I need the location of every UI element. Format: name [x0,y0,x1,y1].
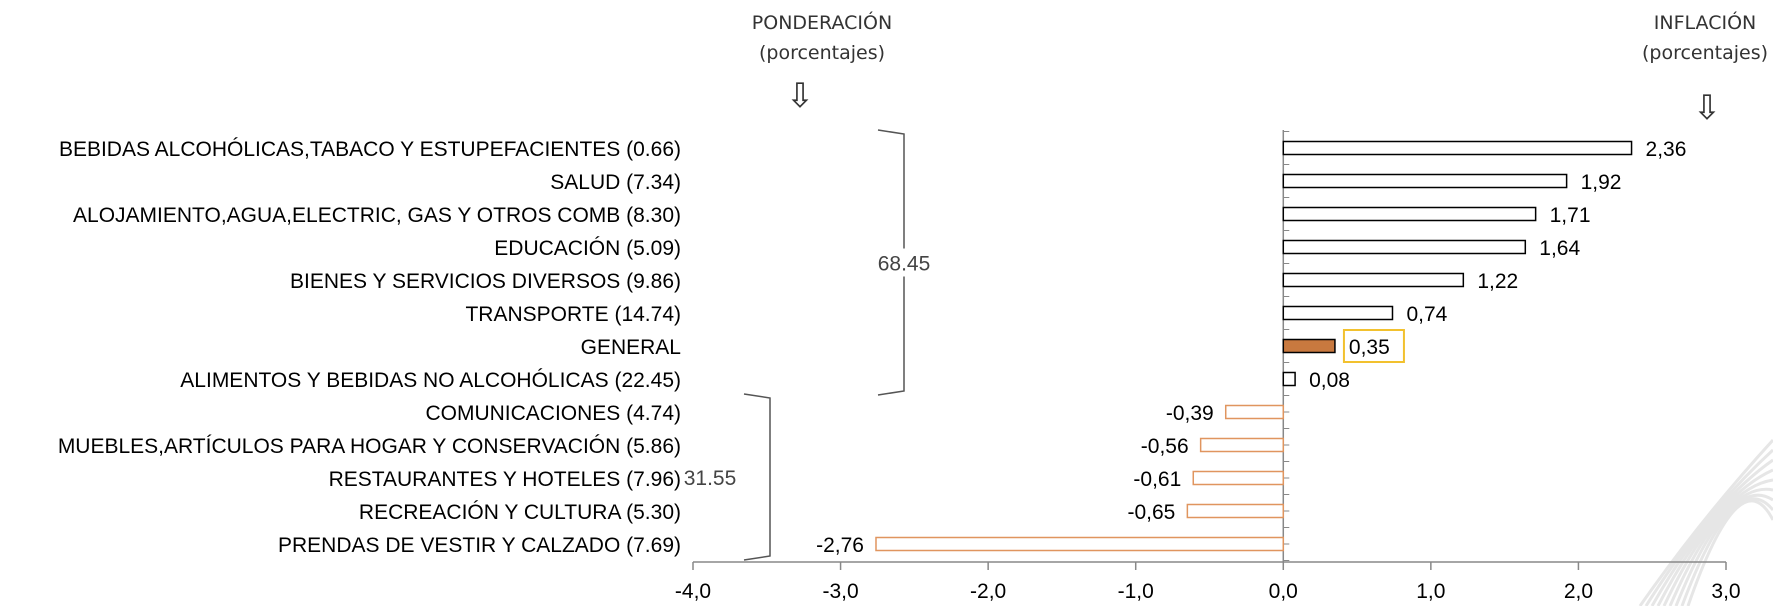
group-bracket [743,393,771,561]
category-label: RESTAURANTES Y HOTELES (7.96) [329,468,681,491]
group-weight-total: 31.55 [684,467,737,490]
weight-header-title: PONDERACIÓN [752,10,892,34]
x-axis: -4,0 -3,0 -2,0 -1,0 0,0 1,0 2,0 3,0 [675,130,1741,603]
weight-group-brackets: 68.45 31.55 [684,129,934,561]
group-label-backdrop [874,248,934,277]
watermark-stroke [1662,478,1773,606]
bar [1282,305,1394,321]
bar [1282,272,1465,288]
x-tick-label: 1,0 [1416,580,1445,603]
bar [1224,404,1285,420]
category-labels: BEBIDAS ALCOHÓLICAS,TABACO Y ESTUPEFACIE… [58,138,681,557]
x-tick-label: 3,0 [1711,580,1740,603]
bar [1282,140,1633,156]
category-label: COMUNICACIONES (4.74) [425,402,681,425]
bar [1282,173,1568,189]
weight-header-subtitle: (porcentajes) [759,42,885,64]
value-label: -2,76 [816,534,864,557]
x-tick-label: -2,0 [970,580,1006,603]
value-label: 2,36 [1646,138,1687,161]
x-tick-label: 2,0 [1564,580,1593,603]
watermark-stroke [1656,468,1773,606]
watermark-stroke [1650,458,1773,606]
bar [875,536,1285,552]
category-label: SALUD (7.34) [550,171,681,194]
category-label: MUEBLES,ARTÍCULOS PARA HOGAR Y CONSERVAC… [58,435,681,458]
column-headers: PONDERACIÓN (porcentajes) INFLACIÓN (por… [752,10,1768,128]
decorative-watermark [1638,438,1773,606]
watermark-stroke [1638,438,1773,606]
x-tick-label: 0,0 [1269,580,1298,603]
inflation-down-arrow-icon: ⇩ [1693,88,1722,128]
category-label: BIENES Y SERVICIOS DIVERSOS (9.86) [290,270,681,293]
x-tick-label: -3,0 [822,580,858,603]
x-tick-label: -1,0 [1118,580,1154,603]
watermark-stroke [1668,487,1773,606]
watermark-stroke [1644,448,1773,606]
value-label: 0,35 [1349,336,1390,359]
bar [1199,437,1285,453]
value-label: 1,22 [1477,270,1518,293]
bar [1282,239,1527,255]
bar [1192,470,1285,486]
weight-down-arrow-icon: ⇩ [786,76,815,116]
inflation-header-title: INFLACIÓN [1654,10,1756,34]
bar-highlight [1282,338,1336,354]
highlight-value-box [1342,329,1405,363]
value-label: 1,64 [1539,237,1580,260]
category-label: PRENDAS DE VESTIR Y CALZADO (7.69) [278,534,681,557]
value-label: -0,65 [1127,501,1175,524]
bars [875,140,1633,552]
value-labels: 2,36 1,92 1,71 1,64 1,22 0,74 0,35 0,08 -0,39 -0,… [816,138,1686,557]
value-label: -0,39 [1166,402,1214,425]
category-label: GENERAL [581,336,681,359]
value-label: 1,92 [1581,171,1622,194]
watermark-stroke [1680,497,1773,606]
watermark-stroke [1674,493,1773,606]
watermark-stroke [1686,499,1773,606]
bar [1186,503,1285,519]
bar [1282,206,1537,222]
category-label: BEBIDAS ALCOHÓLICAS,TABACO Y ESTUPEFACIE… [59,138,681,161]
value-label: 0,08 [1309,369,1350,392]
x-tick-label: -4,0 [675,580,711,603]
value-label: -0,61 [1133,468,1181,491]
bar [1282,371,1296,387]
category-label: RECREACIÓN Y CULTURA (5.30) [359,501,681,524]
value-label: 0,74 [1406,303,1447,326]
inflation-header-subtitle: (porcentajes) [1642,42,1768,64]
category-label: ALOJAMIENTO,AGUA,ELECTRIC, GAS Y OTROS C… [73,204,681,227]
category-label: TRANSPORTE (14.74) [465,303,681,326]
group-weight-total: 68.45 [878,253,931,276]
category-label: ALIMENTOS Y BEBIDAS NO ALCOHÓLICAS (22.4… [180,369,681,392]
value-label: -0,56 [1141,435,1189,458]
value-label: 1,71 [1550,204,1591,227]
category-label: EDUCACIÓN (5.09) [494,237,681,260]
